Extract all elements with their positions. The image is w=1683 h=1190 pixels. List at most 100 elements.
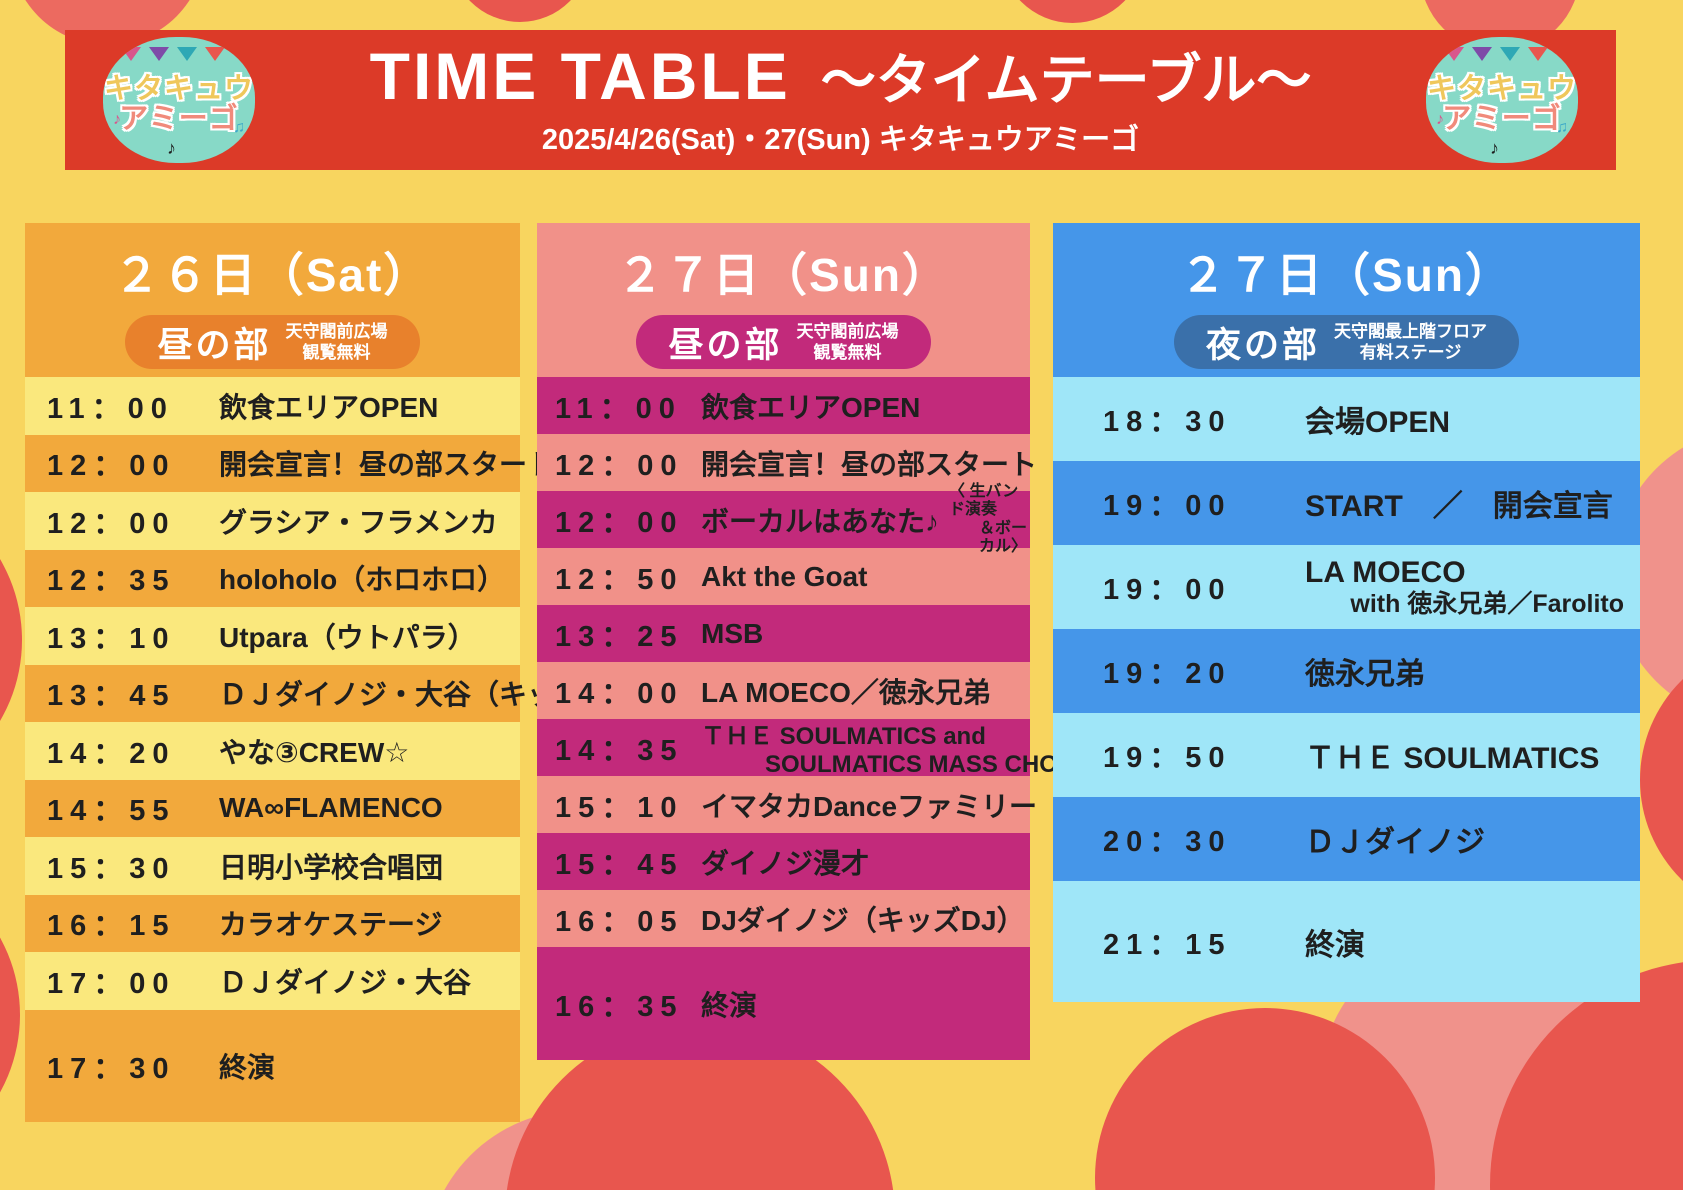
header-banner: キタキュウ アミーゴ ♪ ♫ ♪ TIME TABLE 〜タイムテーブル〜 202… [65,30,1616,170]
column-header: ２７日（Sun） 夜の部 天守閣最上階フロア 有料ステージ [1053,223,1640,377]
music-note-icon: ♪ [167,138,176,158]
time-label: 12：50 [555,563,684,596]
act-label: Akt the Goat [701,560,868,592]
time-label: 11：00 [555,392,682,425]
schedule-row: 19：00 LA MOECO with 徳永兄弟／Farolito [1053,545,1640,629]
act-label: 開会宣言！昼の部スタート [219,449,556,481]
music-note-icon: ♫ [233,119,245,136]
venue-label: 天守閣最上階フロア 有料ステージ [1334,321,1487,364]
time-label: 11：00 [47,392,174,425]
act-note: 〈 生バンド演奏 ＆ボーカル〉 [949,482,1028,555]
music-note-icon: ♪ [1490,138,1499,158]
schedule-row: 15：45 ダイノジ漫才 [537,833,1030,890]
schedule-row: 14：00 LA MOECO／徳永兄弟 [537,662,1030,719]
time-label: 14：35 [555,734,684,767]
time-label: 19：00 [1103,574,1232,606]
act-sub-label: with 徳永兄弟／Farolito [1350,589,1624,618]
time-label: 19：20 [1103,658,1232,690]
column-header: ２６日（Sat） 昼の部 天守閣前広場 観覧無料 [25,223,520,377]
act-label: グラシア・フラメンカ [219,506,498,538]
bunting-icon [121,47,225,61]
venue-line2: 観覧無料 [302,343,371,362]
page-title-jp: 〜タイムテーブル〜 [820,49,1312,112]
act-label: 会場OPEN [1305,406,1451,439]
venue-line1: 天守閣前広場 [285,321,388,341]
time-label: 13：45 [47,680,176,713]
act-sub-label: SOULMATICS MASS CHOIR [765,751,1082,779]
time-label: 15：30 [47,852,176,885]
act-label: ボーカルはあなた♪ [701,505,940,537]
decor-circle [0,855,20,1175]
session-label: 昼の部 [668,325,783,365]
act-label: LA MOECO／徳永兄弟 [701,676,991,708]
schedule-row: 17：00 ＤＪダイノジ・大谷 [25,952,520,1010]
column-27-sun-night: ２７日（Sun） 夜の部 天守閣最上階フロア 有料ステージ 18：30 会場OPE… [1053,223,1640,1002]
time-label: 13：10 [47,622,176,655]
act-label: 終演 [701,989,758,1021]
act-label: Utpara（ウトパラ） [219,621,476,653]
column-header: ２７日（Sun） 昼の部 天守閣前広場 観覧無料 [537,223,1030,377]
decor-circle [0,480,22,800]
venue-line2: 有料ステージ [1359,343,1462,362]
time-label: 15：10 [555,791,684,824]
time-label: 12：00 [555,506,684,539]
act-label: DJダイノジ（キッズDJ） [701,904,1025,936]
act-label: MSB [701,617,764,649]
column-title: ２７日（Sun） [617,249,950,301]
time-label: 20：30 [1103,826,1232,858]
schedule-row: 12：00 グラシア・フラメンカ [25,492,520,550]
time-label: 14：00 [555,677,684,710]
schedule-row: 19：50 ＴＨＥ SOULMATICS [1053,713,1640,797]
time-label: 14：20 [47,737,176,770]
session-pill: 夜の部 天守閣最上階フロア 有料ステージ [1173,315,1519,369]
music-note-icon: ♫ [1556,119,1568,136]
column-title: ２７日（Sun） [1180,249,1513,301]
act-label: やな③CREW☆ [219,736,410,768]
venue-label: 天守閣前広場 観覧無料 [797,321,899,364]
event-logo-left: キタキュウ アミーゴ ♪ ♫ ♪ [103,37,255,163]
act-label: 飲食エリアOPEN [219,391,439,423]
session-label: 夜の部 [1205,325,1320,365]
time-label: 16：35 [555,990,684,1023]
time-label: 13：25 [555,620,684,653]
decor-circle [450,0,590,22]
act-label: ＤＪダイノジ [1305,826,1485,859]
schedule-row: 21：15 終演 [1053,881,1640,1002]
act-label: 飲食エリアOPEN [701,391,921,423]
schedule-row: 17：30 終演 [25,1009,520,1122]
bunting-icon [1444,47,1548,61]
venue-label: 天守閣前広場 観覧無料 [286,321,388,364]
logo-text-line1: キタキュウ [103,73,254,106]
schedule-row: 19：20 徳永兄弟 [1053,629,1640,713]
time-label: 17：30 [47,1052,176,1085]
schedule-rows: 11：00 飲食エリアOPEN 12：00 開会宣言！昼の部スタート 12：00 グラシア… [25,377,647,1122]
schedule-row: 20：30 ＤＪダイノジ [1053,797,1640,881]
schedule-row: 14：20 やな③CREW☆ [25,722,520,780]
event-logo-right: キタキュウ アミーゴ ♪ ♫ ♪ [1426,37,1578,163]
act-label: 終演 [219,1051,276,1083]
venue-line1: 天守閣最上階フロア [1334,321,1487,341]
time-label: 19：00 [1103,490,1232,522]
act-label: holoholo（ホロホロ） [219,564,506,596]
schedule-row: 13：45 ＤＪダイノジ・大谷（キッズDJ） [25,664,647,722]
schedule-row: 11：00 飲食エリアOPEN [537,377,1030,434]
time-label: 16：05 [555,905,684,938]
time-label: 12：00 [47,450,176,483]
schedule-row: 19：00 START ／ 開会宣言 [1053,461,1640,545]
schedule-row: 12：00 開会宣言！昼の部スタート [537,434,1037,491]
schedule-row: 11：00 飲食エリアOPEN [25,377,520,435]
time-label: 16：15 [47,910,176,943]
act-label: 日明小学校合唱団 [219,851,444,883]
time-label: 19：50 [1103,742,1232,774]
act-label: 終演 [1305,928,1365,962]
time-label: 12：35 [47,565,176,598]
time-label: 14：55 [47,795,176,828]
time-label: 12：00 [47,507,176,540]
schedule-row: 12：50 Akt the Goat [537,548,1030,605]
schedule-row: 14：55 WA∞FLAMENCO [25,779,520,837]
event-date-subtitle: 2025/4/26(Sat)・27(Sun) キタキュウアミーゴ [541,123,1140,156]
venue-line1: 天守閣前広場 [796,321,899,341]
column-title: ２６日（Sat） [113,249,432,301]
act-label: ダイノジ漫才 [701,847,870,879]
